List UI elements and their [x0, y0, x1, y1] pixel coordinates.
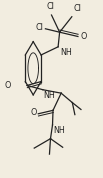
Text: O: O: [30, 108, 36, 117]
Text: NH: NH: [53, 126, 65, 135]
Text: NH: NH: [61, 48, 72, 57]
Text: NH: NH: [43, 91, 55, 100]
Text: Cl: Cl: [36, 23, 43, 32]
Text: O: O: [4, 81, 11, 90]
Text: Cl: Cl: [73, 4, 81, 13]
Text: Cl: Cl: [47, 2, 54, 11]
Text: O: O: [80, 32, 87, 41]
